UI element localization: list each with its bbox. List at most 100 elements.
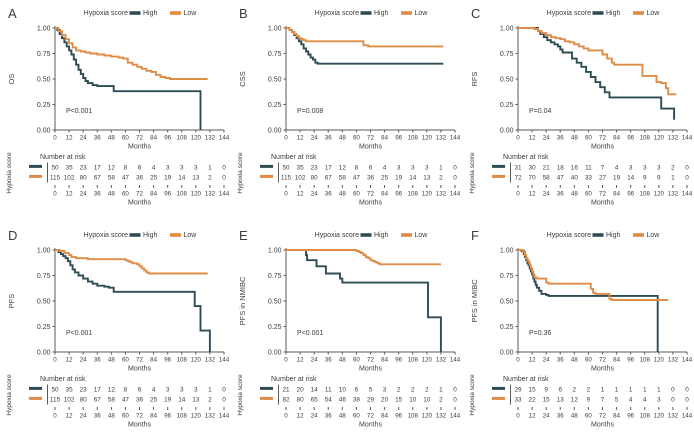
risk-count-low: 27 bbox=[599, 175, 607, 182]
risk-x-axis-title: Months bbox=[128, 200, 151, 207]
x-tick-label: 60 bbox=[122, 135, 129, 142]
panel-d: D Hypoxia score High Low 1.00 0.75 0.50 0.25 0.0… bbox=[0, 222, 231, 443]
risk-count-high: 6 bbox=[138, 165, 142, 172]
risk-count-high: 21 bbox=[283, 386, 291, 393]
x-tick-label: 120 bbox=[653, 356, 664, 363]
x-tick-label: 48 bbox=[108, 356, 115, 363]
y-tick-label: 0.50 bbox=[268, 76, 282, 83]
risk-count-low: 2 bbox=[208, 396, 212, 403]
x-tick-label: 36 bbox=[556, 356, 563, 363]
risk-count-high: 29 bbox=[514, 386, 522, 393]
risk-x-tick-label: 12 bbox=[297, 412, 304, 419]
risk-count-low: 115 bbox=[50, 396, 61, 403]
legend-low-swatch bbox=[632, 11, 644, 15]
legend-low-swatch bbox=[170, 11, 181, 15]
x-tick-label: 12 bbox=[297, 356, 304, 363]
y-tick-label: 1.00 bbox=[37, 247, 51, 254]
risk-x-axis-title: Months bbox=[591, 421, 614, 428]
risk-count-low: 36 bbox=[367, 175, 375, 182]
risk-count-high: 14 bbox=[311, 386, 319, 393]
risk-count-high: 1 bbox=[628, 386, 632, 393]
legend-high-label: High bbox=[143, 232, 158, 239]
risk-x-tick-label: 0 bbox=[53, 191, 57, 198]
risk-x-tick-label: 132 bbox=[436, 412, 447, 419]
risk-count-high: 31 bbox=[514, 165, 522, 172]
km-chart-e: E Hypoxia score High Low 1.00 0.75 0.50 0.25 0.0… bbox=[237, 228, 461, 429]
risk-count-low: 19 bbox=[613, 175, 621, 182]
x-tick-label: 144 bbox=[219, 356, 230, 363]
risk-count-high: 9 bbox=[544, 386, 548, 393]
risk-count-high: 6 bbox=[138, 386, 142, 393]
risk-count-high: 30 bbox=[528, 165, 536, 172]
x-tick-label: 120 bbox=[653, 135, 664, 142]
risk-count-low: 102 bbox=[295, 175, 306, 182]
km-chart-b: B Hypoxia score High Low 1.00 0.75 0.50 0.25 0.0… bbox=[237, 6, 461, 207]
risk-group-label: Hypoxia score bbox=[237, 152, 244, 194]
legend-low-swatch bbox=[401, 232, 413, 237]
risk-x-tick-label: 24 bbox=[311, 412, 318, 419]
km-chart-f: F Hypoxia score High Low 1.00 0.75 0.50 0.25 0.0… bbox=[469, 228, 693, 429]
x-tick-label: 12 bbox=[528, 135, 535, 142]
panel-e: E Hypoxia score High Low 1.00 0.75 0.50 0.25 0.0… bbox=[231, 222, 462, 443]
risk-row-swatch-low bbox=[29, 396, 42, 400]
risk-x-tick-label: 0 bbox=[285, 191, 289, 198]
risk-count-high: 2 bbox=[397, 386, 401, 393]
risk-count-low: 0 bbox=[671, 396, 675, 403]
x-tick-label: 48 bbox=[108, 135, 115, 142]
risk-table-header: Number at risk bbox=[271, 154, 317, 161]
x-tick-label: 72 bbox=[599, 356, 606, 363]
risk-count-low: 33 bbox=[514, 396, 522, 403]
risk-count-high: 15 bbox=[528, 386, 536, 393]
risk-x-tick-label: 120 bbox=[653, 412, 664, 419]
risk-x-tick-label: 108 bbox=[639, 191, 650, 198]
legend-title: Hypoxia score bbox=[315, 232, 359, 239]
risk-count-low: 102 bbox=[64, 396, 75, 403]
risk-x-tick-label: 12 bbox=[528, 412, 535, 419]
risk-x-tick-label: 108 bbox=[408, 412, 419, 419]
x-tick-label: 96 bbox=[396, 356, 403, 363]
x-axis-title: Months bbox=[359, 144, 382, 151]
risk-count-low: 15 bbox=[395, 396, 403, 403]
risk-count-high: 5 bbox=[369, 386, 373, 393]
risk-x-tick-label: 144 bbox=[219, 191, 230, 198]
risk-x-tick-label: 48 bbox=[570, 412, 577, 419]
risk-x-tick-label: 12 bbox=[66, 412, 73, 419]
km-chart-d: D Hypoxia score High Low 1.00 0.75 0.50 0.25 0.0… bbox=[6, 228, 230, 429]
legend-high-label: High bbox=[374, 10, 389, 17]
risk-count-low: 13 bbox=[192, 175, 200, 182]
risk-count-low: 2 bbox=[439, 396, 443, 403]
x-tick-label: 132 bbox=[667, 356, 678, 363]
risk-count-high: 4 bbox=[383, 165, 387, 172]
risk-x-tick-label: 72 bbox=[599, 191, 606, 198]
risk-count-low: 25 bbox=[381, 175, 389, 182]
risk-x-tick-label: 12 bbox=[66, 191, 73, 198]
km-curve-low bbox=[286, 248, 442, 265]
risk-count-high: 3 bbox=[166, 386, 170, 393]
risk-count-low: 47 bbox=[556, 175, 564, 182]
x-tick-label: 72 bbox=[367, 356, 374, 363]
risk-count-low: 67 bbox=[94, 396, 102, 403]
risk-count-low: 38 bbox=[353, 396, 361, 403]
risk-x-tick-label: 0 bbox=[516, 412, 520, 419]
risk-x-tick-label: 12 bbox=[297, 191, 304, 198]
risk-count-low: 19 bbox=[164, 175, 172, 182]
y-tick-label: 0.25 bbox=[37, 102, 51, 109]
risk-x-tick-label: 0 bbox=[516, 191, 520, 198]
x-tick-label: 120 bbox=[422, 356, 433, 363]
y-tick-label: 0.25 bbox=[37, 323, 51, 330]
risk-count-low: 58 bbox=[108, 396, 116, 403]
x-tick-label: 84 bbox=[150, 135, 157, 142]
x-tick-label: 132 bbox=[436, 356, 447, 363]
pvalue-label: P=0.008 bbox=[297, 108, 323, 115]
risk-x-tick-label: 72 bbox=[367, 191, 374, 198]
risk-count-low: 0 bbox=[685, 396, 689, 403]
y-tick-label: 0.50 bbox=[268, 298, 282, 305]
km-curve-low bbox=[286, 27, 444, 48]
risk-count-low: 67 bbox=[325, 175, 333, 182]
x-tick-label: 108 bbox=[177, 135, 188, 142]
pvalue-label: P<0.001 bbox=[66, 330, 92, 337]
x-tick-label: 48 bbox=[339, 135, 346, 142]
risk-x-tick-label: 132 bbox=[205, 412, 216, 419]
risk-count-low: 25 bbox=[150, 175, 158, 182]
risk-x-tick-label: 144 bbox=[450, 412, 461, 419]
